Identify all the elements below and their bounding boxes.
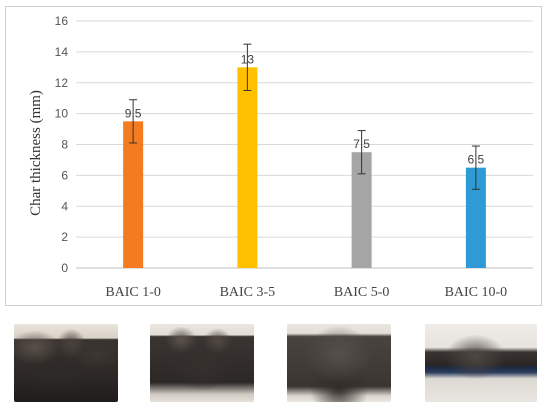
y-axis-label: Char thickness (mm) — [28, 90, 44, 216]
data-label: 13 — [241, 52, 255, 66]
y-tick-label: 10 — [55, 107, 69, 121]
category-label: BAIC 1-0 — [105, 285, 161, 300]
data-label: 7.5 — [353, 137, 370, 151]
bar — [123, 121, 144, 268]
char-sample-photo-2 — [150, 324, 254, 402]
error-bar — [243, 43, 252, 91]
char-sample-photo-1 — [14, 324, 118, 402]
bar — [465, 167, 486, 268]
data-labels: 9.5 13 7.5 6.5 — [125, 52, 485, 166]
category-label: BAIC 10-0 — [445, 285, 508, 300]
error-bar — [471, 145, 480, 190]
y-tick-label: 6 — [61, 168, 68, 182]
char-sample-photo-3 — [287, 324, 391, 402]
error-bars — [129, 43, 480, 190]
y-tick-label: 16 — [55, 14, 69, 28]
y-tick-label: 8 — [61, 138, 68, 152]
chart-frame: 0 2 4 6 8 10 12 14 16 9.5 13 7.5 6.5 BAIC 1-0 BAIC 3… — [5, 6, 542, 306]
category-label: BAIC 5-0 — [334, 285, 390, 300]
data-label: 6.5 — [468, 153, 485, 167]
y-tick-label: 12 — [55, 76, 69, 90]
error-bar — [357, 130, 366, 175]
gridlines — [76, 20, 533, 269]
error-bar — [129, 99, 138, 144]
data-label: 9.5 — [125, 106, 142, 120]
y-tick-label: 14 — [55, 45, 69, 59]
bar — [351, 152, 372, 268]
y-tick-label: 0 — [61, 261, 68, 275]
y-tick-label: 2 — [61, 230, 68, 244]
y-tick-label: 4 — [61, 199, 68, 213]
y-axis-ticks: 0 2 4 6 8 10 12 14 16 — [55, 14, 69, 275]
x-axis-categories: BAIC 1-0 BAIC 3-5 BAIC 5-0 BAIC 10-0 — [105, 285, 507, 300]
bar — [237, 67, 258, 268]
char-sample-photo-4 — [425, 324, 537, 402]
bar-chart: 0 2 4 6 8 10 12 14 16 9.5 13 7.5 6.5 BAIC 1-0 BAIC 3… — [28, 14, 533, 300]
category-label: BAIC 3-5 — [220, 285, 276, 300]
bars — [123, 67, 486, 268]
